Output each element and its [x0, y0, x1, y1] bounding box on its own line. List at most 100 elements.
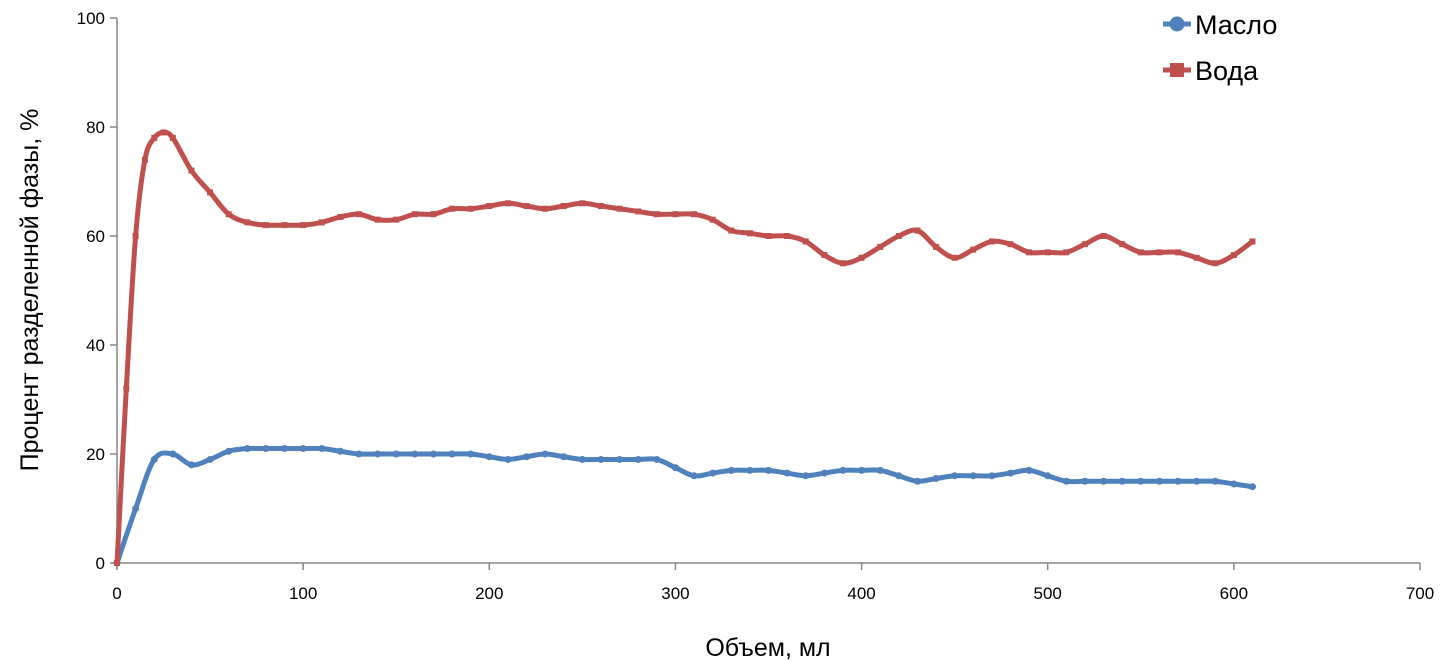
data-point — [1006, 469, 1014, 477]
x-tick-label: 600 — [1220, 584, 1248, 603]
data-point — [1081, 241, 1088, 248]
data-point — [1156, 249, 1163, 256]
data-point — [876, 466, 884, 474]
y-tick-label: 40 — [86, 336, 105, 355]
legend: Масло Вода — [1163, 10, 1277, 86]
data-point — [523, 203, 530, 210]
data-point — [951, 472, 959, 480]
data-point — [895, 233, 902, 239]
data-point — [299, 445, 307, 453]
data-point — [1211, 477, 1219, 485]
data-point — [616, 205, 623, 212]
data-point — [765, 466, 772, 474]
data-point — [374, 216, 381, 223]
data-point — [1044, 249, 1051, 256]
data-point — [1155, 477, 1163, 485]
y-tick-label: 100 — [77, 9, 105, 28]
data-point — [691, 211, 698, 218]
data-point — [392, 450, 400, 458]
data-point — [597, 203, 604, 210]
data-point — [1230, 252, 1237, 259]
data-point — [709, 469, 717, 477]
data-point — [281, 445, 289, 453]
data-point — [336, 447, 344, 455]
data-point — [132, 233, 139, 239]
data-point — [895, 472, 903, 480]
data-point — [746, 466, 754, 474]
data-point — [225, 447, 233, 455]
data-point — [858, 466, 866, 474]
data-point — [616, 455, 624, 463]
y-axis-title: Процент разделенной фазы, % — [16, 109, 44, 472]
y-tick-label: 0 — [96, 554, 105, 573]
x-tick-label: 0 — [112, 584, 121, 603]
data-point — [839, 466, 847, 474]
data-point — [1175, 249, 1182, 256]
data-point — [821, 252, 828, 259]
data-point — [1230, 480, 1238, 488]
data-point — [1193, 477, 1201, 485]
data-point — [932, 475, 940, 483]
data-point — [653, 455, 661, 463]
data-point — [877, 243, 884, 250]
data-point — [485, 453, 493, 461]
data-point — [1137, 249, 1144, 256]
data-point — [988, 472, 996, 480]
data-point — [448, 450, 456, 458]
legend-marker — [1170, 63, 1184, 77]
x-tick-label: 500 — [1034, 584, 1062, 603]
data-point — [653, 211, 660, 218]
data-point — [123, 385, 130, 392]
data-point — [597, 455, 605, 463]
data-point — [765, 233, 772, 239]
data-point — [560, 453, 568, 461]
data-point — [1193, 254, 1200, 261]
data-point — [1007, 241, 1014, 248]
data-point — [728, 227, 735, 234]
x-tick-label: 300 — [661, 584, 689, 603]
data-point — [244, 219, 251, 226]
data-point — [114, 560, 120, 566]
data-point — [783, 469, 791, 477]
data-point — [262, 222, 269, 229]
x-tick-label: 400 — [847, 584, 875, 603]
data-point — [1026, 249, 1033, 256]
data-point — [1100, 477, 1108, 485]
data-point — [523, 453, 531, 461]
data-point — [1212, 260, 1219, 267]
data-point — [318, 219, 325, 226]
x-axis-title: Объем, мл — [705, 634, 830, 661]
data-point — [913, 477, 921, 485]
series-0 — [113, 445, 1256, 567]
data-point — [141, 156, 148, 163]
data-point — [858, 254, 865, 261]
data-point — [541, 450, 549, 458]
data-point — [914, 227, 921, 234]
data-point — [132, 505, 140, 512]
data-point — [1174, 477, 1182, 485]
data-point — [411, 450, 419, 458]
data-point — [969, 472, 977, 480]
data-point — [467, 450, 475, 458]
legend-item-1: Вода — [1163, 56, 1259, 86]
data-point — [1248, 483, 1256, 491]
data-point — [802, 238, 809, 245]
data-point — [1063, 249, 1070, 256]
data-point — [430, 211, 437, 218]
data-point — [933, 243, 940, 250]
data-point — [635, 208, 642, 215]
x-tick-label: 700 — [1406, 584, 1434, 603]
data-point — [169, 450, 177, 458]
data-point — [318, 445, 326, 453]
y-tick-label: 20 — [86, 445, 105, 464]
data-point — [374, 450, 382, 458]
data-point — [486, 203, 493, 210]
data-point — [504, 200, 511, 207]
data-point — [560, 203, 567, 210]
data-point — [150, 455, 158, 463]
legend-marker — [1169, 16, 1185, 32]
data-point — [746, 230, 753, 237]
data-point — [411, 211, 418, 218]
data-point — [243, 445, 251, 453]
